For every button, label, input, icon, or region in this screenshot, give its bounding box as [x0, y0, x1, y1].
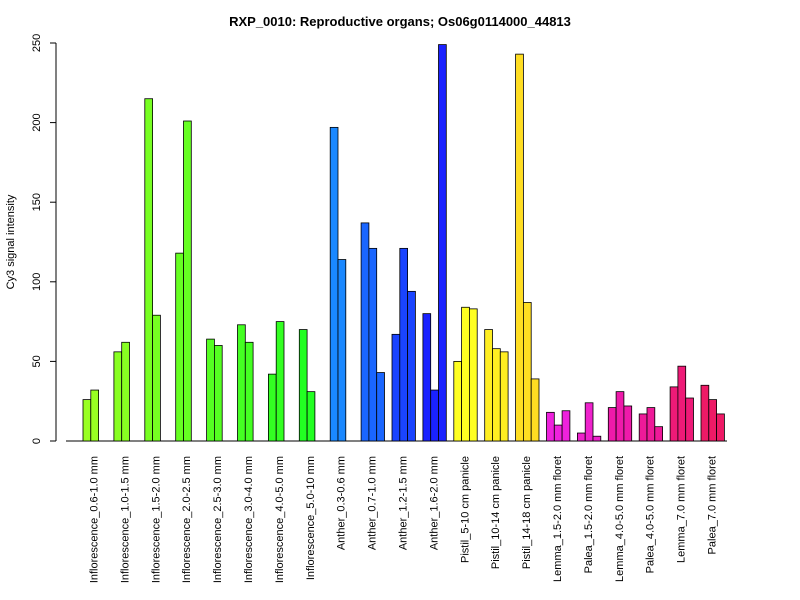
bar	[453, 360, 462, 442]
bar	[592, 435, 602, 442]
bar	[399, 247, 408, 442]
bar	[368, 247, 378, 442]
y-axis-label: Cy3 signal intensity	[5, 194, 17, 289]
chart-title: RXP_0010: Reproductive organs; Os06g0114…	[229, 14, 571, 29]
x-tick-label: Anther_0.7-1.0 mm	[367, 456, 379, 550]
bar	[152, 314, 161, 442]
bars-layer	[82, 44, 725, 442]
category-labels: Inflorescence_0.6-1.0 mm Inflorescence_1.…	[89, 456, 719, 583]
y-tick-label: 100	[31, 273, 43, 291]
bar	[530, 378, 540, 442]
bar	[337, 259, 347, 442]
y-tick-label: 200	[31, 113, 43, 131]
x-tick-label: Inflorescence_4.0-5.0 mm	[274, 456, 286, 583]
x-tick-label: Anther_1.2-1.5 mm	[398, 456, 410, 550]
bar	[638, 413, 648, 442]
bar	[438, 44, 447, 442]
x-tick-label: Inflorescence_5.0-10 mm	[305, 456, 317, 580]
bar	[561, 410, 571, 442]
y-tick-label: 0	[31, 438, 43, 444]
y-axis: 0 50 100 150 200 250	[31, 34, 57, 444]
bar	[716, 413, 725, 442]
bar	[677, 365, 687, 442]
x-tick-label: Anther_1.6-2.0 mm	[428, 456, 440, 550]
x-tick-label: Inflorescence_0.6-1.0 mm	[89, 456, 101, 583]
x-tick-label: Inflorescence_2.5-3.0 mm	[212, 456, 224, 583]
x-tick-label: Inflorescence_1.5-2.0 mm	[150, 456, 162, 583]
bar	[306, 391, 316, 442]
bar	[615, 391, 625, 442]
y-tick-label: 50	[31, 355, 43, 367]
bar	[499, 351, 509, 442]
x-tick-label: Palea_7.0 mm floret	[707, 456, 719, 554]
bar	[121, 341, 130, 442]
bar	[275, 321, 285, 442]
bar	[523, 302, 532, 442]
x-tick-label: Pistil_10-14 cm panicle	[490, 456, 502, 569]
bar	[422, 313, 432, 442]
bar	[213, 345, 223, 442]
x-tick-label: Lemma_7.0 mm floret	[676, 456, 688, 563]
y-tick-label: 250	[31, 34, 43, 52]
bar	[144, 98, 154, 442]
bar	[244, 341, 254, 442]
bar	[267, 373, 277, 442]
bar	[623, 405, 633, 442]
bar	[461, 306, 470, 442]
bar	[669, 386, 679, 442]
bar	[206, 338, 215, 442]
x-tick-label: Inflorescence_3.0-4.0 mm	[243, 456, 255, 583]
bar	[430, 389, 439, 442]
x-tick-label: Palea_1.5-2.0 mm floret	[583, 456, 595, 573]
bar	[237, 324, 246, 442]
x-tick-label: Palea_4.0-5.0 mm floret	[645, 456, 657, 573]
bar	[577, 432, 586, 442]
bar	[360, 222, 370, 442]
bar	[329, 126, 339, 442]
bar	[175, 252, 184, 442]
bar	[515, 53, 524, 442]
x-tick-label: Lemma_1.5-2.0 mm floret	[552, 456, 564, 582]
x-tick-label: Anther_0.3-0.6 mm	[336, 456, 348, 550]
bar	[468, 308, 478, 442]
bar	[708, 399, 717, 442]
bar	[82, 399, 92, 442]
x-tick-label: Pistil_5-10 cm panicle	[459, 456, 471, 563]
bar	[113, 351, 123, 442]
bar	[90, 389, 100, 442]
y-tick-label: 150	[31, 193, 43, 211]
bar	[607, 407, 617, 442]
bar	[492, 348, 501, 442]
x-tick-label: Inflorescence_2.0-2.5 mm	[181, 456, 193, 583]
bar	[391, 333, 401, 442]
bar	[407, 290, 416, 442]
bar	[298, 329, 308, 442]
bar	[546, 411, 555, 442]
x-tick-label: Pistil_14-18 cm panicle	[521, 456, 533, 569]
x-tick-label: Inflorescence_1.0-1.5 mm	[119, 456, 131, 583]
bar	[183, 120, 192, 442]
bar	[376, 372, 385, 442]
x-tick-label: Lemma_4.0-5.0 mm floret	[614, 456, 626, 582]
bar	[484, 329, 493, 442]
bar	[654, 426, 663, 442]
bar	[685, 397, 694, 442]
bar	[646, 407, 656, 442]
bar	[700, 384, 710, 442]
bar	[553, 424, 563, 442]
bar	[584, 402, 594, 442]
